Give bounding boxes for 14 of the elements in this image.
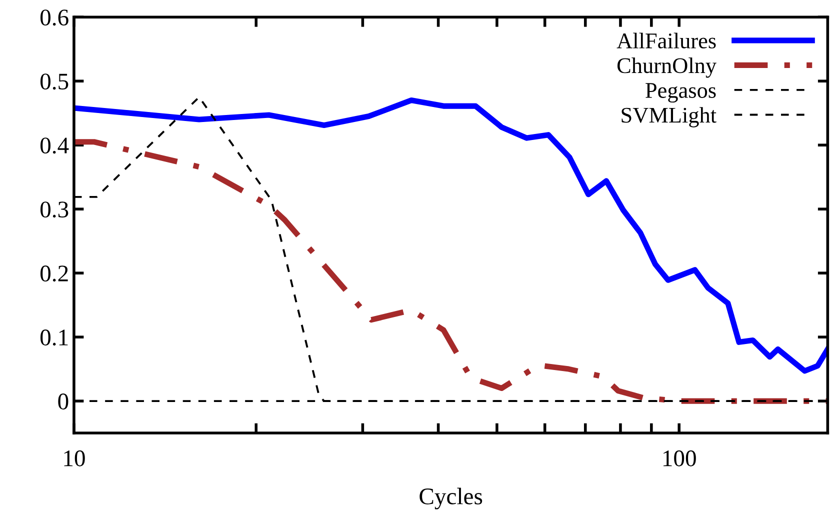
legend-label: ChurnOlny bbox=[617, 58, 716, 78]
y-tick-label: 0.6 bbox=[40, 10, 68, 26]
legend-label: AllFailures bbox=[616, 32, 716, 48]
y-tick-label: 0.2 bbox=[40, 266, 68, 282]
legend-label: SVMLight bbox=[622, 107, 716, 128]
x-tick-label: 100 bbox=[663, 450, 696, 466]
y-tick-label: 0.1 bbox=[40, 330, 68, 346]
y-tick-label: 0.4 bbox=[40, 138, 69, 154]
legend-label: Pegasos bbox=[646, 83, 716, 103]
y-tick-label: 0.3 bbox=[40, 202, 68, 218]
x-tick-label: 10 bbox=[64, 450, 85, 466]
x-axis-title: Cycles bbox=[420, 488, 482, 510]
y-tick-label: 0.5 bbox=[40, 74, 68, 90]
y-tick-label: 0 bbox=[58, 394, 68, 410]
